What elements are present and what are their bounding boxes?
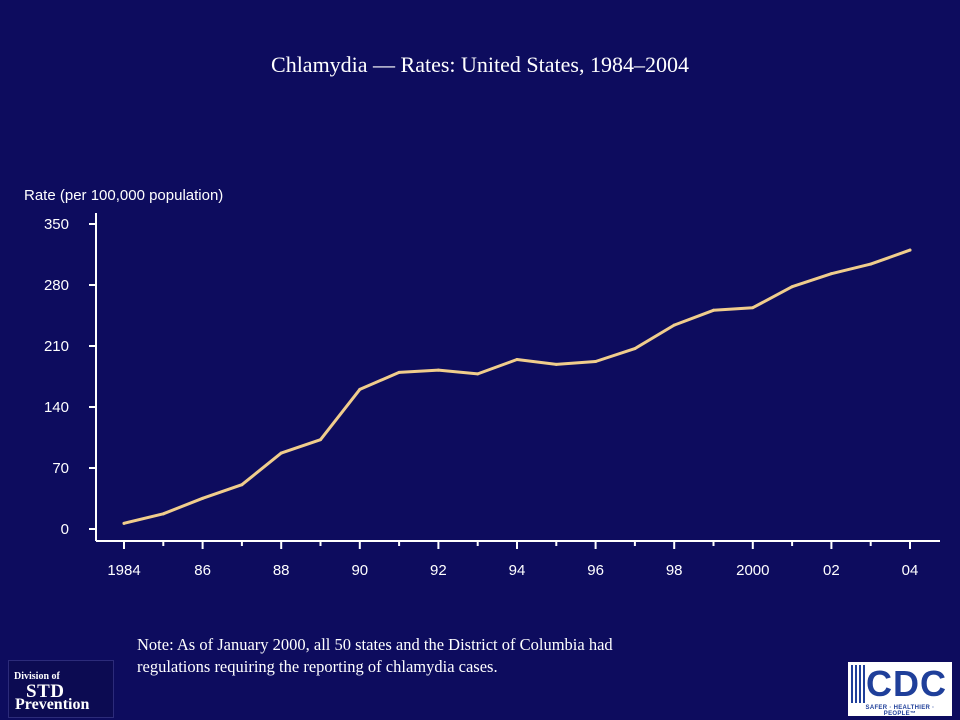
data-point bbox=[712, 308, 715, 312]
data-point bbox=[751, 306, 755, 310]
data-point bbox=[633, 347, 637, 351]
data-point bbox=[790, 285, 794, 289]
data-point bbox=[358, 387, 362, 391]
data-point bbox=[515, 358, 519, 362]
cdc-logo: CDC SAFER · HEALTHIER · PEOPLE™ bbox=[848, 662, 952, 717]
data-point bbox=[240, 483, 244, 487]
chart-title: Chlamydia — Rates: United States, 1984–2… bbox=[271, 52, 689, 77]
x-tick-label: 2000 bbox=[736, 562, 769, 579]
std-logo-line-2: STD bbox=[26, 681, 65, 702]
y-tick-label: 350 bbox=[44, 216, 69, 233]
std-logo-line-1: Division of bbox=[14, 671, 60, 682]
cdc-logo-name: CDC bbox=[866, 663, 947, 704]
data-point bbox=[122, 521, 126, 525]
x-tick-label: 04 bbox=[902, 562, 919, 579]
y-axis-label: Rate (per 100,000 population) bbox=[24, 187, 224, 204]
x-tick-label: 88 bbox=[273, 562, 290, 579]
cdc-logo-stripes bbox=[851, 665, 865, 703]
x-tick-label: 1984 bbox=[107, 562, 140, 579]
chart-series bbox=[122, 248, 912, 525]
data-point bbox=[161, 512, 165, 516]
data-point bbox=[397, 370, 401, 374]
y-tick-label: 140 bbox=[44, 399, 69, 416]
footnote-line-2: regulations requiring the reporting of c… bbox=[137, 657, 498, 676]
data-point bbox=[672, 323, 676, 327]
std-division-logo: Division of STD Prevention bbox=[8, 660, 114, 718]
x-tick-label: 96 bbox=[587, 562, 604, 579]
x-tick-label: 90 bbox=[351, 562, 368, 579]
data-point bbox=[908, 248, 912, 252]
data-point bbox=[201, 496, 205, 500]
x-tick-label: 92 bbox=[430, 562, 447, 579]
y-tick-label: 70 bbox=[52, 460, 69, 477]
footnote-line-1: Note: As of January 2000, all 50 states … bbox=[137, 635, 613, 654]
data-point bbox=[829, 272, 833, 276]
y-axis-ticks: 0 70 140 210 280 350 bbox=[44, 216, 96, 538]
data-point bbox=[594, 360, 598, 364]
data-point bbox=[476, 372, 480, 376]
data-point bbox=[869, 262, 873, 266]
data-point bbox=[319, 438, 322, 442]
x-tick-label: 86 bbox=[194, 562, 211, 579]
x-tick-label: 98 bbox=[666, 562, 683, 579]
line-chart: 0 70 140 210 280 350 1984 86 88 90 92 94 96 98 2000 02… bbox=[44, 213, 940, 579]
x-axis-ticks: 1984 86 88 90 92 94 96 98 2000 02 04 bbox=[107, 541, 918, 579]
data-point bbox=[279, 451, 283, 455]
data-point bbox=[436, 368, 440, 372]
std-logo-line-3: Prevention bbox=[15, 696, 90, 713]
y-tick-label: 210 bbox=[44, 338, 69, 355]
data-point bbox=[554, 362, 558, 366]
x-tick-label: 02 bbox=[823, 562, 840, 579]
y-tick-label: 0 bbox=[61, 521, 69, 538]
cdc-logo-tagline: SAFER · HEALTHIER · PEOPLE™ bbox=[865, 705, 935, 717]
y-tick-label: 280 bbox=[44, 277, 69, 294]
x-tick-label: 94 bbox=[509, 562, 526, 579]
footnote: Note: As of January 2000, all 50 states … bbox=[137, 634, 837, 678]
series-line bbox=[122, 248, 912, 525]
